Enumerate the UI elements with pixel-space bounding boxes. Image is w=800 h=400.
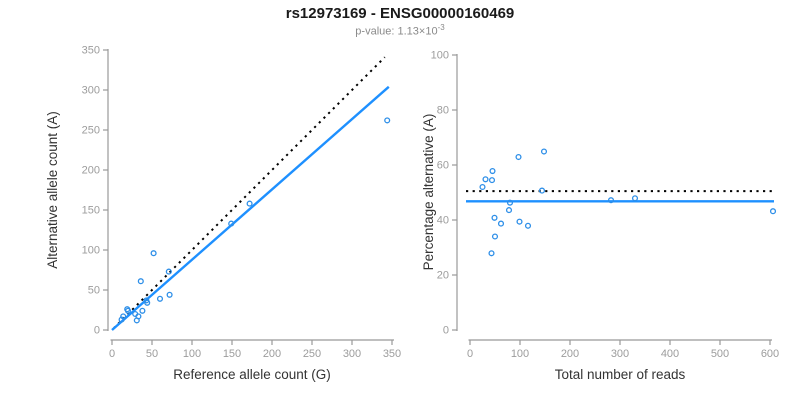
x-tick-label: 200: [561, 348, 579, 360]
data-point: [516, 218, 523, 225]
y-tick-label: 40: [437, 215, 449, 227]
x-axis-title: Total number of reads: [555, 367, 686, 382]
data-point: [165, 268, 172, 275]
plot-title: rs12973169 - ENSG00000160469: [285, 5, 515, 22]
y-tick-label: 200: [82, 165, 100, 177]
p-value-text: p-value: 1.13×10: [355, 25, 438, 38]
y-axis-title: Percentage alternative (A): [421, 114, 436, 271]
data-point: [515, 153, 522, 161]
data-point: [491, 214, 498, 221]
x-tick-label: 200: [263, 348, 281, 360]
data-point: [124, 307, 132, 314]
data-point: [524, 222, 532, 229]
x-tick-label: 0: [109, 348, 115, 360]
y-tick-label: 100: [431, 50, 449, 62]
data-point: [482, 176, 489, 183]
fitted-line: [111, 85, 390, 331]
data-point: [769, 208, 777, 215]
data-point: [137, 278, 144, 285]
y-tick-label: 250: [82, 125, 100, 137]
y-tick-label: 20: [437, 270, 449, 282]
x-tick-label: 50: [146, 348, 158, 360]
percentage-vs-reads-scatter: 0 20 40 60 80 100 0 100 200 300 400 500 600 Total num…: [421, 50, 779, 383]
x-tick-label: 300: [343, 348, 361, 360]
data-point: [144, 299, 151, 306]
data-point: [156, 295, 164, 302]
y-tick-label: 0: [443, 325, 449, 337]
x-axis-title: Reference allele count (G): [173, 367, 331, 382]
data-point: [228, 220, 235, 227]
y-tick-label: 300: [82, 85, 100, 97]
x-tick-label: 150: [223, 348, 241, 360]
y-tick-label: 80: [437, 105, 449, 117]
x-tick-label: 500: [711, 348, 729, 360]
x-tick-label: 600: [761, 348, 779, 360]
x-tick-label: 400: [661, 348, 679, 360]
data-point: [506, 199, 514, 206]
data-point: [488, 177, 496, 184]
x-tick-label: 350: [383, 348, 401, 360]
data-point: [540, 148, 548, 155]
x-tick-label: 250: [303, 348, 321, 360]
data-point: [488, 250, 495, 257]
data-point: [139, 307, 146, 314]
data-point: [607, 197, 615, 204]
p-value-exponent: -3: [437, 23, 445, 32]
data-point: [489, 168, 496, 175]
x-tick-label: 0: [467, 348, 473, 360]
x-tick-label: 100: [183, 348, 201, 360]
data-point: [491, 233, 499, 240]
y-tick-label: 350: [82, 45, 100, 57]
allele-counts-scatter: 0 50 100 150 200 250 300 350 0 50 100 150 200 250 300 3…: [45, 45, 401, 383]
data-point: [150, 250, 157, 257]
data-point: [246, 200, 253, 207]
expected-5050-line: [112, 56, 386, 330]
plot-subtitle: p-value: 1.13×10-3: [0, 23, 800, 38]
data-point: [166, 291, 173, 298]
data-point: [505, 207, 513, 214]
y-tick-label: 0: [94, 325, 100, 337]
x-tick-label: 100: [511, 348, 529, 360]
data-point: [118, 316, 125, 323]
y-tick-label: 50: [88, 285, 100, 297]
data-point: [384, 117, 391, 124]
data-point: [631, 195, 639, 202]
y-tick-label: 150: [82, 205, 100, 217]
x-tick-label: 300: [611, 348, 629, 360]
data-point: [120, 313, 127, 320]
y-tick-label: 60: [437, 160, 449, 172]
y-axis-title: Alternative allele count (A): [45, 111, 60, 269]
data-point: [479, 183, 486, 191]
y-tick-label: 100: [82, 245, 100, 257]
data-point: [135, 313, 142, 320]
data-point: [538, 187, 546, 194]
data-point: [497, 220, 505, 227]
